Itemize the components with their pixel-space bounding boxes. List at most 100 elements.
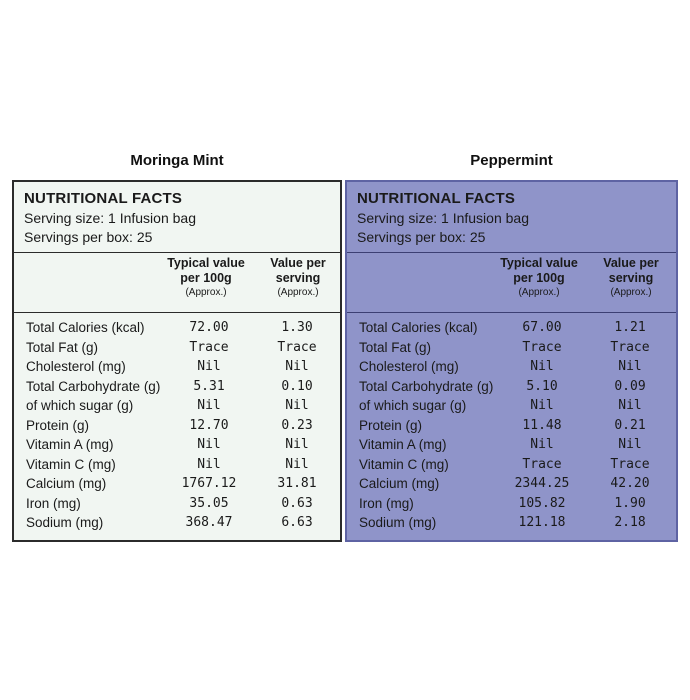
nutrient-name: Protein (g) (359, 417, 423, 433)
nutrient-name: Vitamin A (mg) (359, 437, 447, 452)
column-header-note: (Approx.) (277, 287, 319, 298)
table-row: Vitamin A (mg) Nil Nil (14, 435, 340, 455)
value-per-serving: Nil (618, 398, 642, 413)
nutrient-name: Total Carbohydrate (g) (359, 378, 494, 394)
value-per-100g: Nil (197, 359, 221, 374)
value-per-100g: Nil (530, 437, 554, 452)
nutrient-name: Sodium (mg) (359, 515, 437, 530)
nutrient-rows: Total Calories (kcal) 67.00 1.21 Total Fat … (347, 318, 676, 533)
value-per-serving: 2.18 (614, 515, 646, 530)
value-per-serving: 42.20 (610, 476, 650, 491)
value-per-serving: Nil (285, 437, 309, 452)
value-per-serving: 6.63 (281, 515, 313, 530)
nutritional-facts-heading: NUTRITIONAL FACTS (24, 190, 183, 207)
table-row: Cholesterol (mg) Nil Nil (347, 357, 676, 377)
peppermint-title: Peppermint (470, 152, 553, 169)
table-row: Protein (g) 12.70 0.23 (14, 416, 340, 436)
column-header-line: serving (275, 271, 321, 285)
value-per-serving: Trace (277, 339, 317, 355)
table-row: Total Calories (kcal) 67.00 1.21 (347, 318, 676, 338)
value-per-100g: Trace (189, 339, 229, 355)
column-header-line: per 100g (513, 271, 565, 285)
peppermint-nutrition-panel: NUTRITIONAL FACTS Serving size: 1 Infusi… (345, 180, 678, 542)
column-header-line: serving (608, 271, 654, 285)
value-per-100g: Nil (530, 359, 554, 374)
nutrient-rows: Total Calories (kcal) 72.00 1.30 Total Fat … (14, 318, 340, 533)
value-per-100g: Trace (522, 339, 562, 355)
value-per-serving: Nil (285, 359, 309, 374)
servings-per-box: Servings per box: 25 (357, 229, 486, 245)
nutrient-name: Total Fat (g) (359, 339, 432, 355)
table-row: Sodium (mg) 368.47 6.63 (14, 513, 340, 533)
value-per-serving: 0.23 (281, 417, 313, 433)
nutrient-name: Total Calories (kcal) (26, 320, 145, 335)
value-per-serving: 0.21 (614, 417, 646, 433)
column-header-per-serving: Value per serving (Approx.) (259, 256, 337, 312)
column-header-per-100g: Typical value per 100g (Approx.) (158, 256, 254, 312)
panel-header: NUTRITIONAL FACTS Serving size: 1 Infusi… (347, 182, 676, 253)
table-row: Calcium (mg) 2344.25 42.20 (347, 474, 676, 494)
column-header-per-serving: Value per serving (Approx.) (592, 256, 670, 312)
value-per-serving: 1.21 (614, 320, 646, 335)
column-header-note: (Approx.) (518, 287, 560, 298)
value-per-100g: 105.82 (518, 495, 566, 511)
value-per-serving: 0.10 (281, 378, 313, 394)
value-per-serving: 1.30 (281, 320, 313, 335)
table-row: Total Calories (kcal) 72.00 1.30 (14, 318, 340, 338)
value-per-serving: 0.09 (614, 378, 646, 394)
value-per-100g: Nil (530, 398, 554, 413)
value-per-100g: Nil (197, 437, 221, 452)
nutrient-name: Vitamin C (mg) (359, 456, 449, 472)
value-per-100g: 35.05 (189, 495, 229, 511)
table-row: Iron (mg) 105.82 1.90 (347, 494, 676, 514)
nutrient-name: Iron (mg) (26, 495, 81, 511)
column-header-note: (Approx.) (185, 287, 227, 298)
value-per-100g: Nil (197, 398, 221, 413)
value-per-serving: 0.63 (281, 495, 313, 511)
nutrient-name: Total Calories (kcal) (359, 320, 478, 335)
column-header-line: Value per (270, 256, 326, 270)
nutrient-name: of which sugar (g) (26, 398, 134, 413)
value-per-100g: 11.48 (522, 417, 562, 433)
value-per-serving: Nil (618, 359, 642, 374)
value-per-100g: 5.31 (193, 378, 225, 394)
value-per-100g: Nil (197, 456, 221, 472)
serving-size: Serving size: 1 Infusion bag (24, 210, 196, 226)
value-per-100g: 5.10 (526, 378, 558, 394)
value-per-serving: 1.90 (614, 495, 646, 511)
nutrient-name: Vitamin A (mg) (26, 437, 114, 452)
table-row: of which sugar (g) Nil Nil (347, 396, 676, 416)
value-per-serving: Nil (285, 398, 309, 413)
value-per-serving: Nil (285, 456, 309, 472)
table-row: Sodium (mg) 121.18 2.18 (347, 513, 676, 533)
table-row: Cholesterol (mg) Nil Nil (14, 357, 340, 377)
table-row: Vitamin C (mg) Trace Trace (347, 455, 676, 475)
table-row: Vitamin C (mg) Nil Nil (14, 455, 340, 475)
value-per-100g: 12.70 (189, 417, 229, 433)
column-header-line: Value per (603, 256, 659, 270)
serving-size: Serving size: 1 Infusion bag (357, 210, 529, 226)
column-header-line: Typical value (500, 256, 578, 270)
panel-header: NUTRITIONAL FACTS Serving size: 1 Infusi… (14, 182, 340, 253)
value-per-100g: 2344.25 (514, 476, 570, 491)
value-per-100g: 67.00 (522, 320, 562, 335)
value-per-serving: Nil (618, 437, 642, 452)
nutritional-facts-heading: NUTRITIONAL FACTS (357, 190, 516, 207)
table-row: Calcium (mg) 1767.12 31.81 (14, 474, 340, 494)
column-header-line: Typical value (167, 256, 245, 270)
value-per-100g: 368.47 (185, 515, 233, 530)
nutrient-name: Total Carbohydrate (g) (26, 378, 161, 394)
table-row: of which sugar (g) Nil Nil (14, 396, 340, 416)
column-header-note: (Approx.) (610, 287, 652, 298)
nutrient-name: Protein (g) (26, 417, 90, 433)
table-row: Vitamin A (mg) Nil Nil (347, 435, 676, 455)
nutrient-name: Vitamin C (mg) (26, 456, 116, 472)
nutrient-name: of which sugar (g) (359, 398, 467, 413)
nutrient-name: Total Fat (g) (26, 339, 99, 355)
value-per-100g: 1767.12 (181, 476, 237, 491)
value-per-100g: Trace (522, 456, 562, 472)
nutrient-name: Calcium (mg) (26, 476, 107, 491)
value-per-serving: Trace (610, 456, 650, 472)
table-row: Protein (g) 11.48 0.21 (347, 416, 676, 436)
value-per-100g: 121.18 (518, 515, 566, 530)
